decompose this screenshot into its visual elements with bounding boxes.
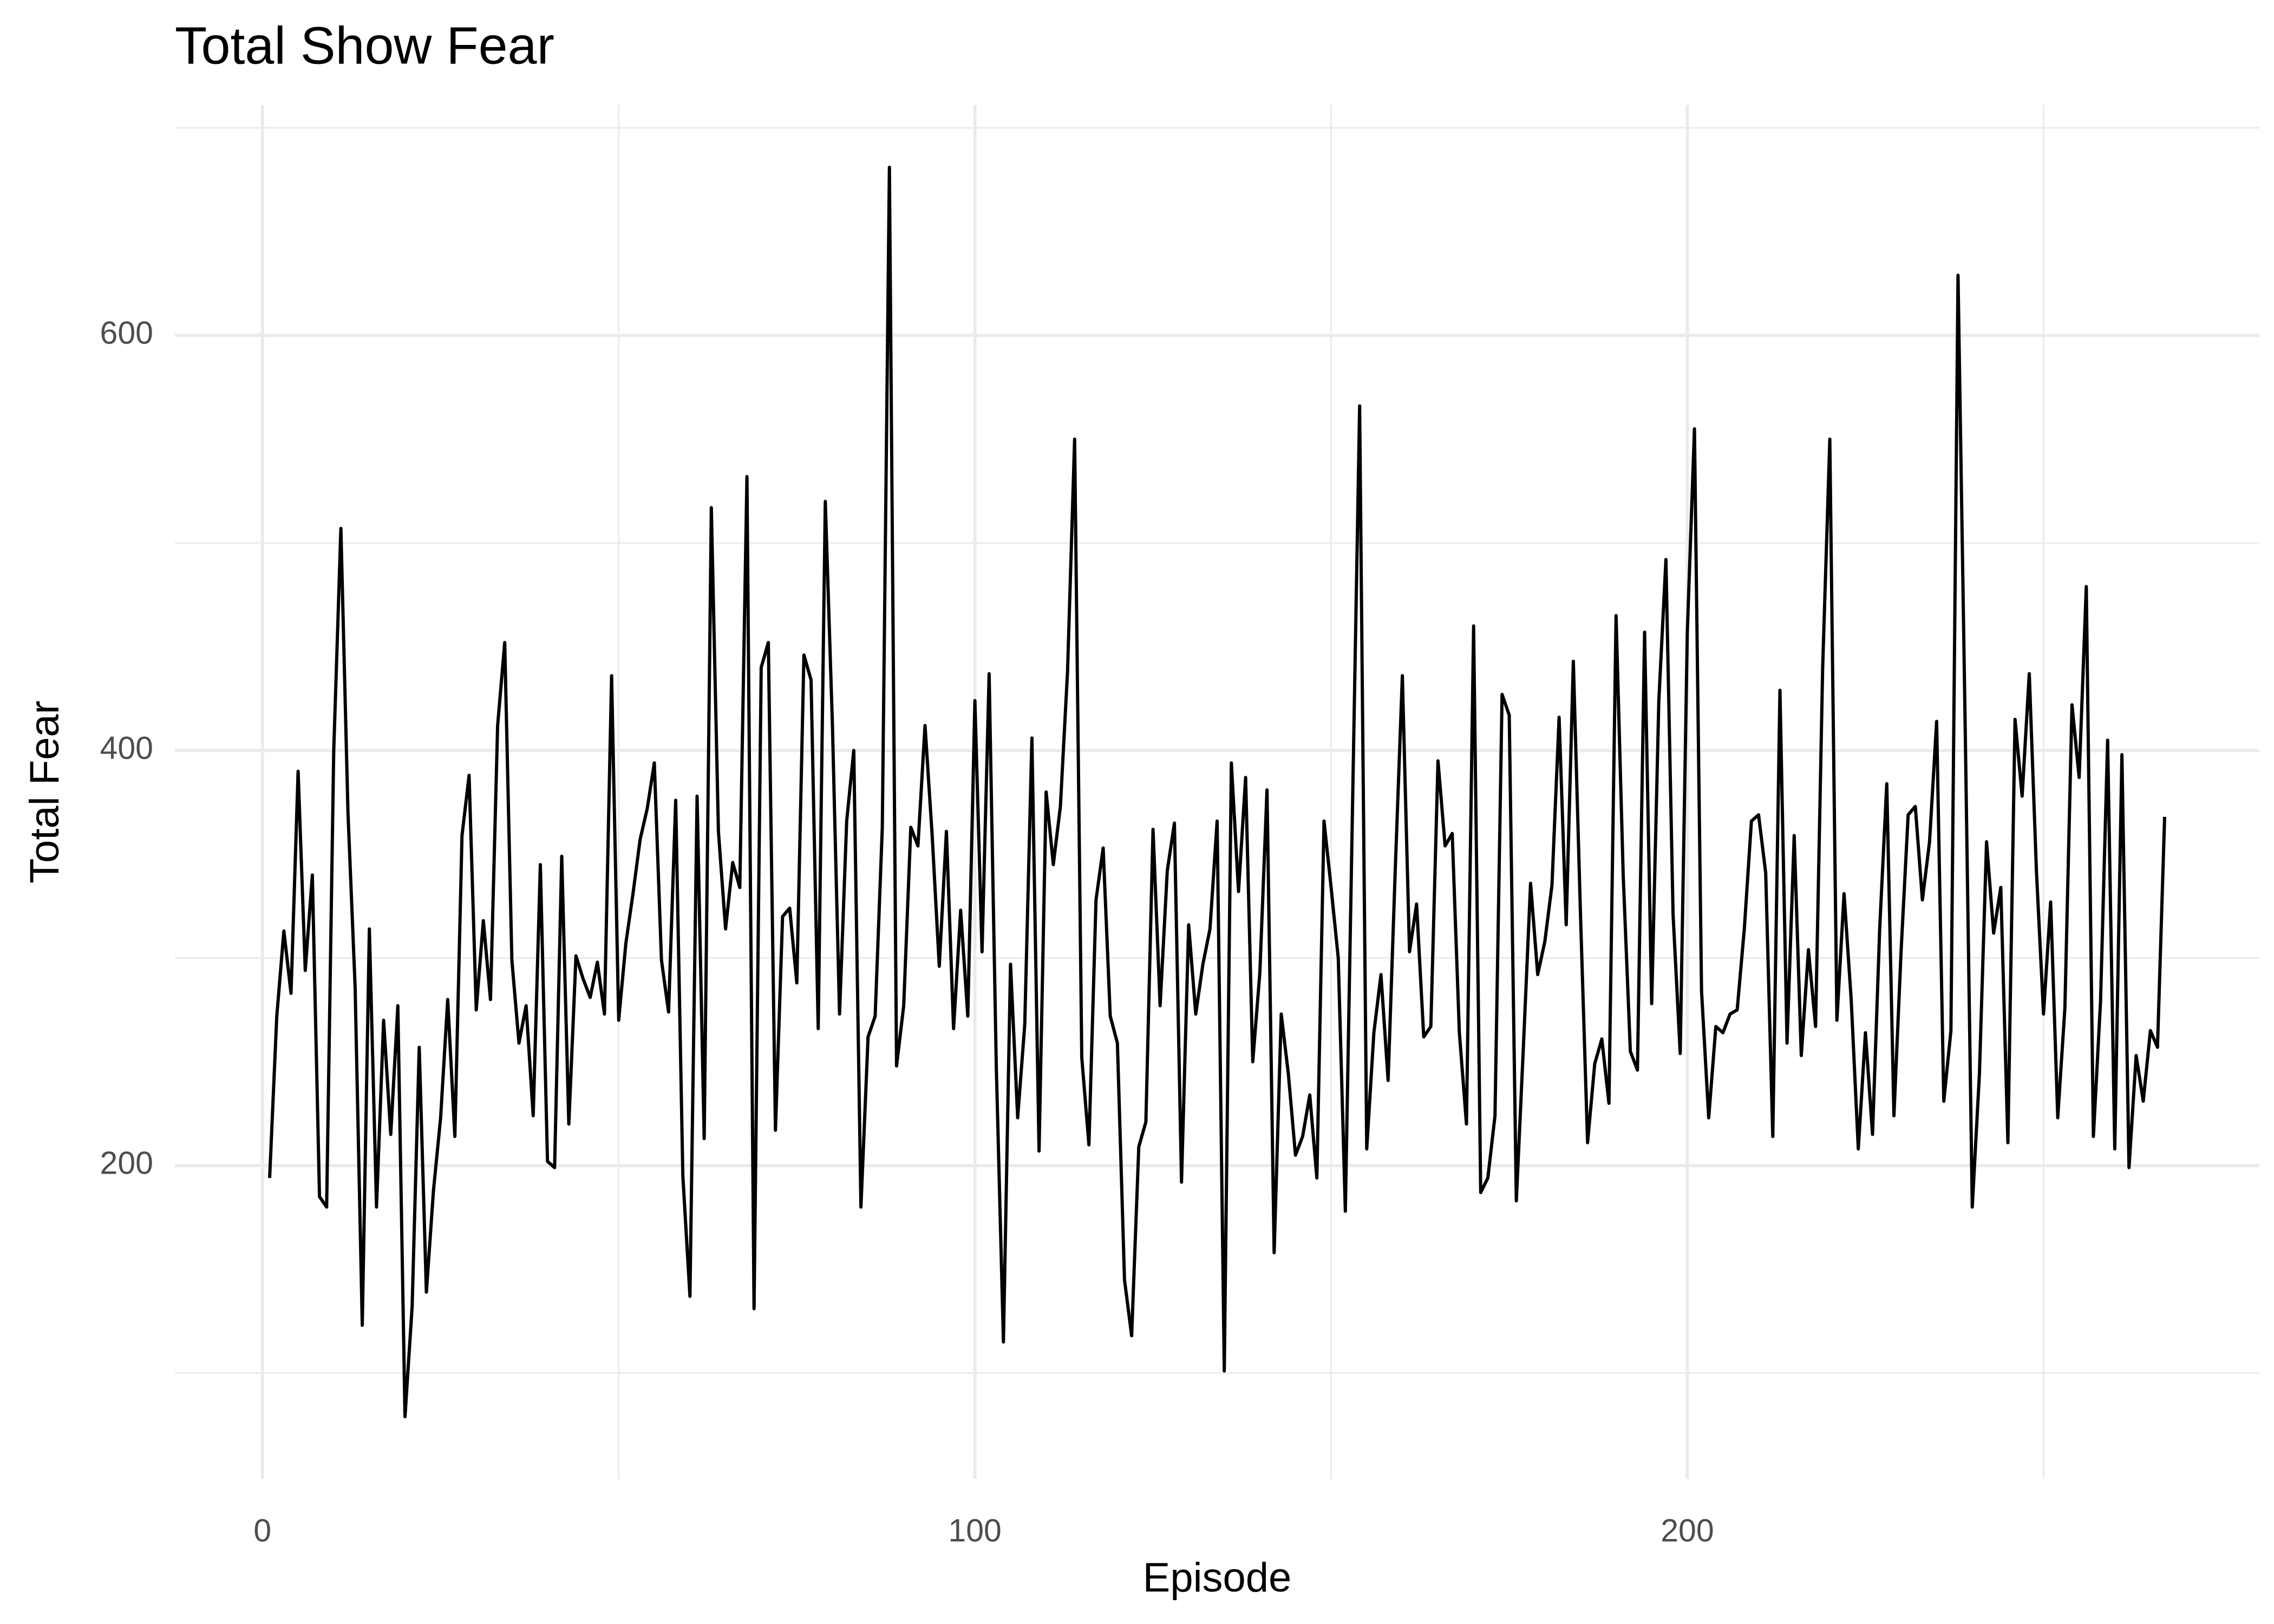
y-tick-label: 200 [100, 1145, 153, 1181]
data-line [268, 166, 2166, 1418]
x-tick-label: 200 [1661, 1513, 1714, 1549]
chart-title: Total Show Fear [175, 16, 554, 75]
x-tick-label: 0 [253, 1513, 271, 1549]
x-axis-title: Episode [1143, 1555, 1292, 1601]
x-tick-label: 100 [948, 1513, 1001, 1549]
y-tick-label: 600 [100, 315, 153, 351]
grid [175, 105, 2259, 1479]
y-tick-label: 400 [100, 730, 153, 766]
y-axis-title: Total Fear [22, 700, 68, 883]
